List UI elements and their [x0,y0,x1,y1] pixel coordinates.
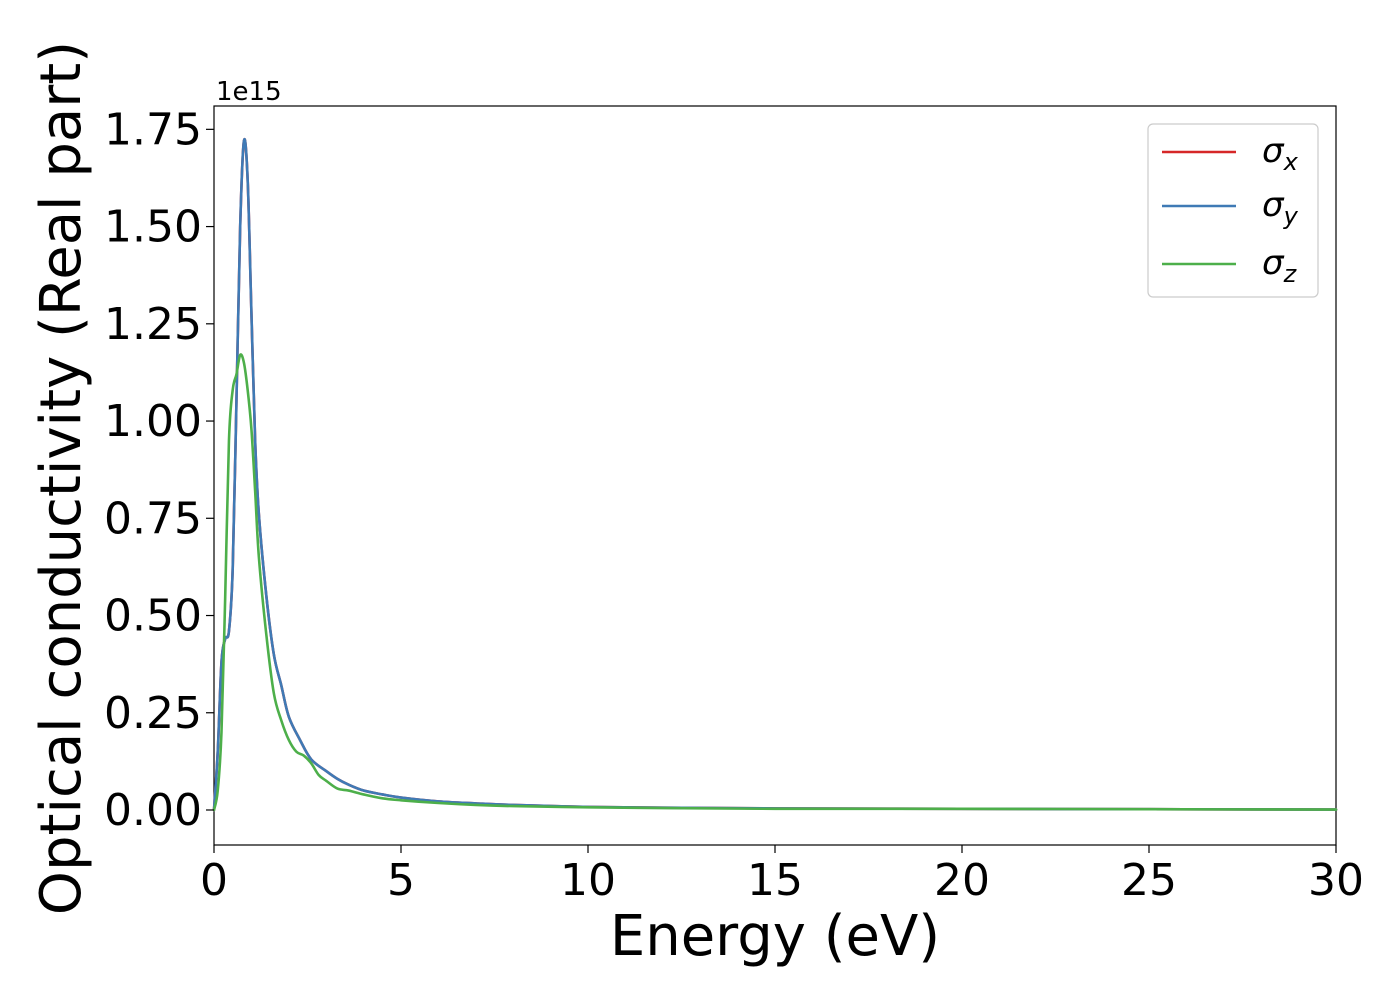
legend-subscript: z [1283,260,1298,288]
y-tick-label: 0.75 [104,493,202,544]
y-tick-label: 1.75 [104,104,202,155]
legend-label-y: σy [1262,185,1299,230]
y-offset-label: 1e15 [216,77,282,107]
x-tick-label: 25 [1121,855,1177,906]
legend-label-z: σz [1262,243,1298,288]
y-tick-label: 1.25 [104,299,202,350]
y-tick-label: 0.25 [104,688,202,739]
x-axis-label: Energy (eV) [610,904,940,969]
series-layer [212,137,1338,812]
legend-symbol: σ [1262,131,1285,171]
legend-box [1147,123,1319,298]
x-tick-label: 0 [200,855,228,906]
y-tick-label: 0.50 [104,591,202,642]
x-axis-ticks: 0 5 10 15 20 25 30 [200,845,1364,906]
series-line-z [212,353,1338,812]
x-tick-label: 10 [560,855,616,906]
x-tick-label: 15 [747,855,803,906]
y-axis-label: Optical conductivity (Real part) [29,41,94,915]
legend-subscript: x [1283,148,1299,176]
y-tick-label: 1.50 [104,202,202,253]
x-tick-label: 20 [934,855,990,906]
y-axis-ticks: 0.00 0.25 0.50 0.75 1.00 1.25 1.50 1.75 [104,104,214,836]
y-tick-label: 1.00 [104,396,202,447]
y-tick-label: 0.00 [104,785,202,836]
legend-symbol: σ [1262,243,1285,283]
legend-label-x: σx [1262,131,1299,176]
legend-symbol: σ [1262,185,1285,225]
legend-subscript: y [1283,202,1299,230]
x-tick-label: 30 [1308,855,1364,906]
x-tick-label: 5 [387,855,415,906]
